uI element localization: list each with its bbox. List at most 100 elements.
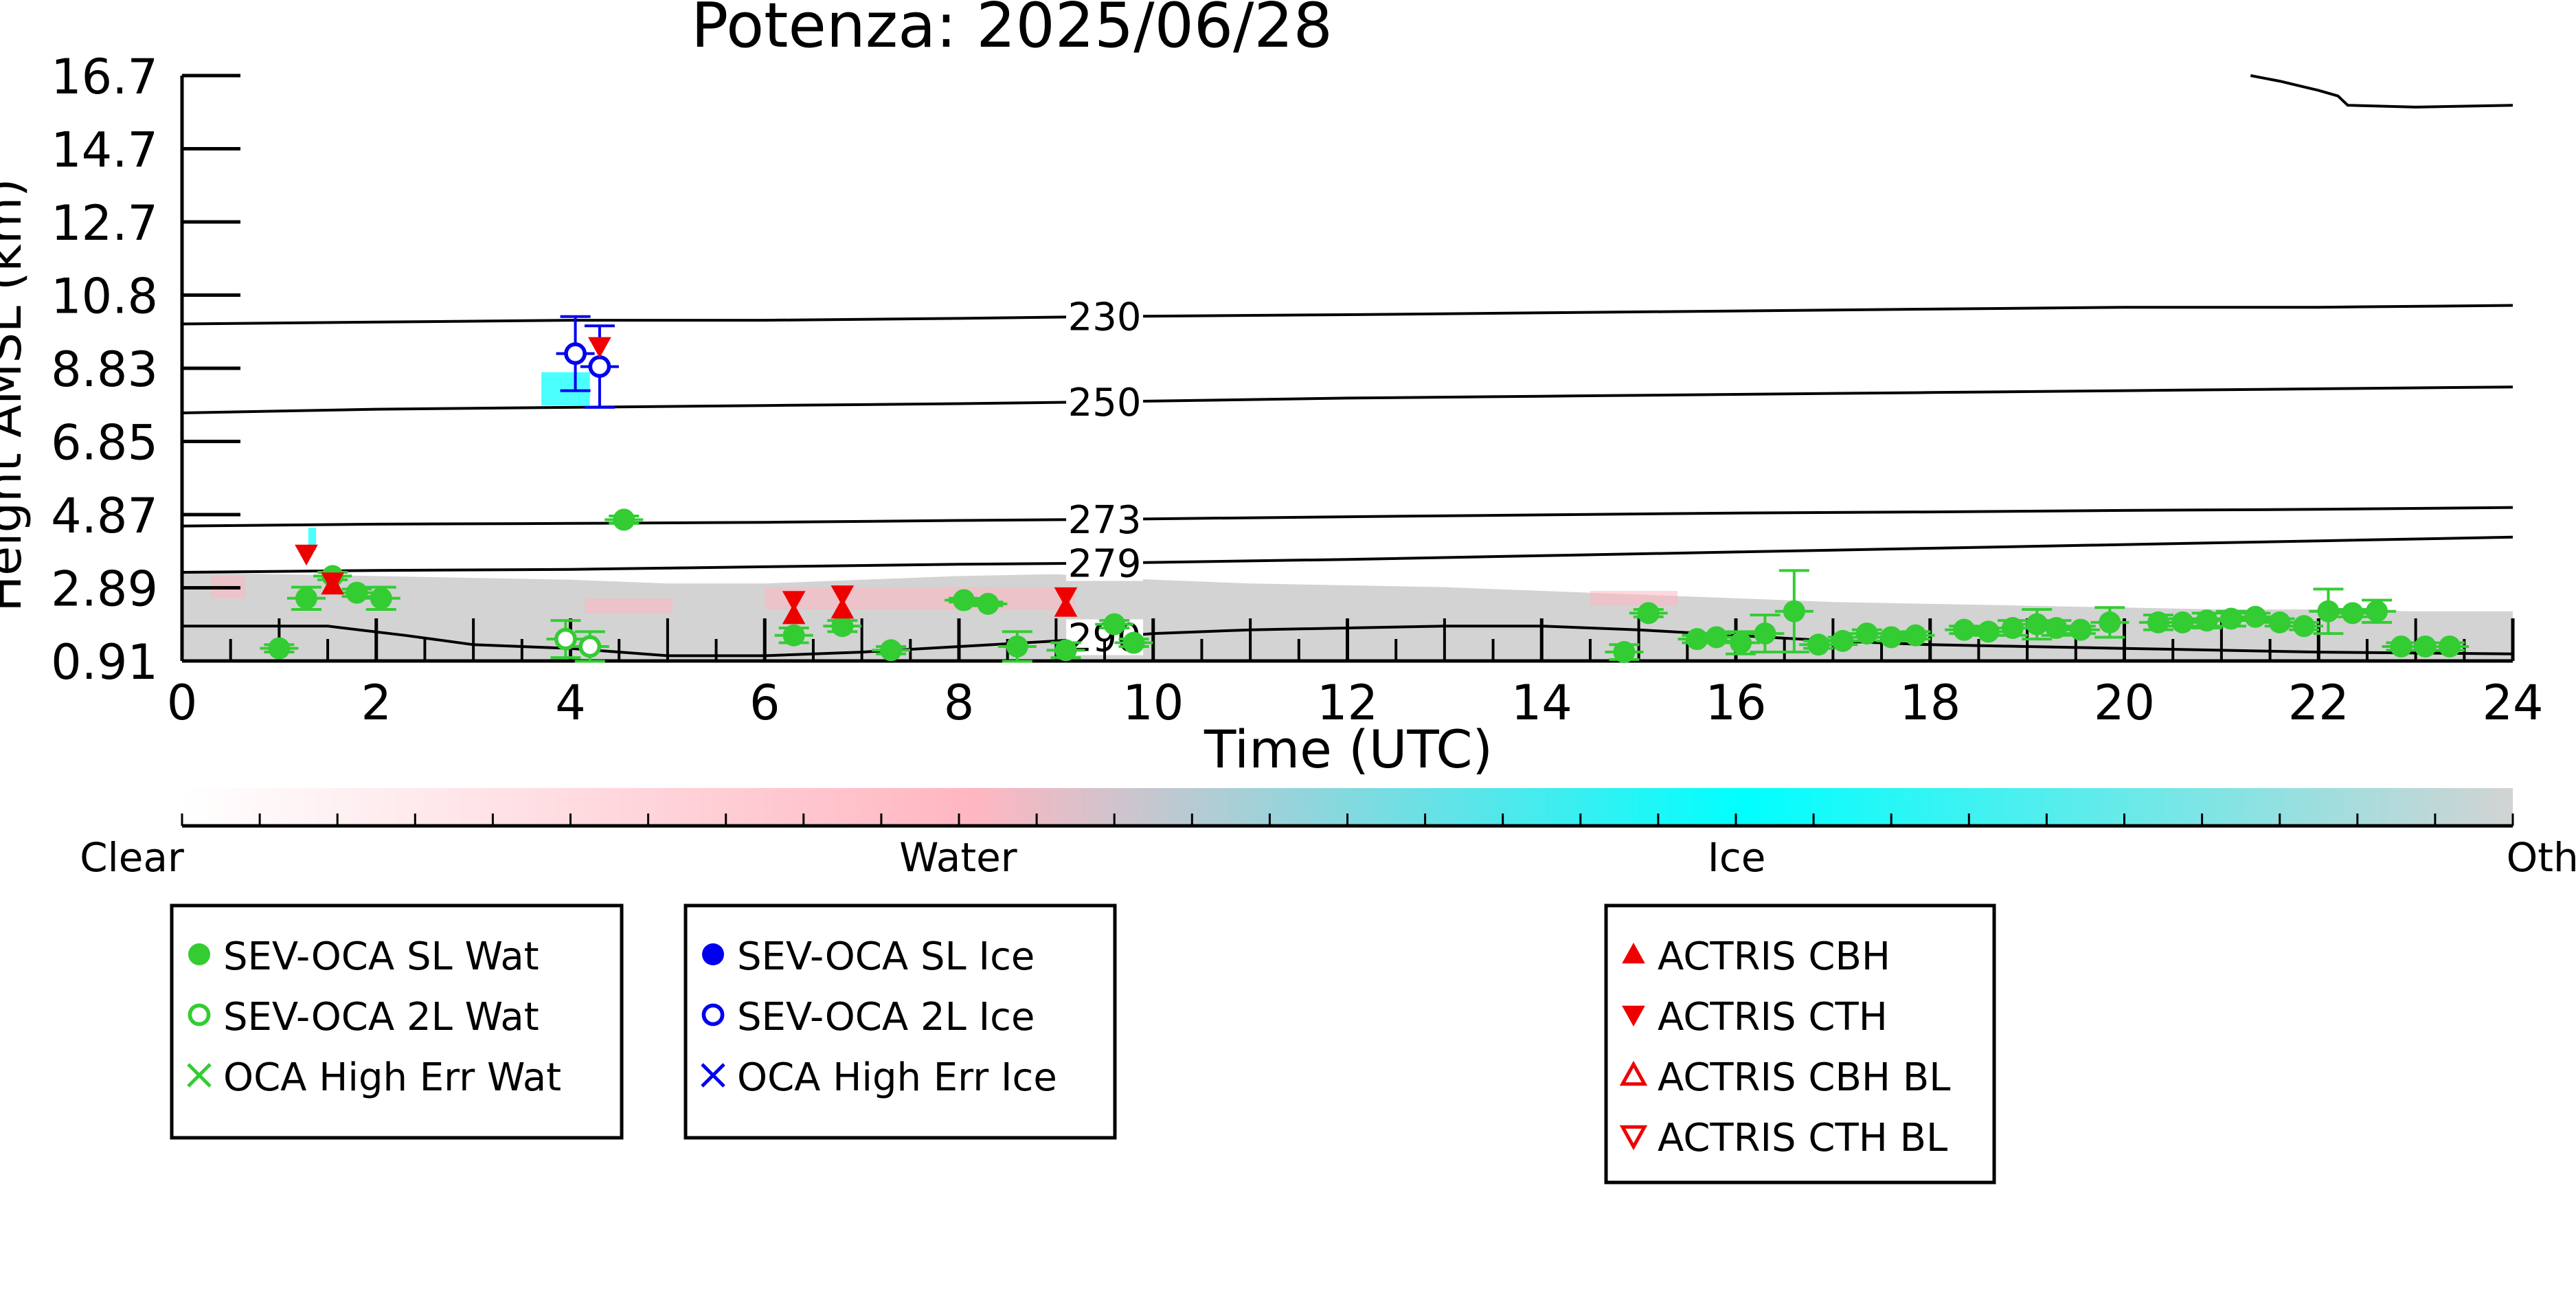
sev-oca-sl-wat-point-shape <box>1953 618 1976 641</box>
legend-box: SEV-OCA SL Ice SEV-OCA 2L Ice OCA High Err… <box>683 903 1117 1140</box>
legend-marker-shape <box>1622 942 1645 964</box>
sev-oca-sl-wat-point <box>1122 631 1145 654</box>
sev-oca-sl-wat-point <box>2317 600 2340 622</box>
sev-oca-sl-wat-point-shape <box>2366 600 2388 622</box>
sev-oca-sl-wat-point <box>1613 641 1636 664</box>
sev-oca-sl-wat-point-shape <box>2045 616 2068 639</box>
legend-label: OCA High Err Wat <box>223 1055 561 1100</box>
ice-cloud-region <box>308 528 317 550</box>
x-tick-label: 24 <box>2482 675 2543 731</box>
y-tick-label: 10.8 <box>51 269 158 325</box>
x-tick-label: 14 <box>1511 675 1572 731</box>
sev-oca-sl-wat-point <box>1880 626 1903 649</box>
sev-oca-sl-wat-point <box>2390 635 2413 658</box>
colorbar-label: Clear <box>80 834 184 881</box>
actris-cth-point <box>588 337 611 358</box>
legend-marker <box>188 1003 211 1026</box>
sev-oca-sl-wat-point-shape <box>831 615 854 638</box>
sev-oca-sl-wat-point-shape <box>2099 611 2121 633</box>
legend-marker-shape <box>187 1063 212 1088</box>
sev-oca-sl-wat-point <box>2244 605 2267 628</box>
sev-oca-sl-wat-point <box>1103 613 1126 636</box>
sev-oca-sl-wat-point-shape <box>1831 629 1854 652</box>
legend-marker <box>701 1063 725 1088</box>
x-tick-label: 10 <box>1122 675 1184 731</box>
sev-oca-sl-wat-point-shape <box>1730 631 1752 654</box>
sev-oca-sl-wat-point-shape <box>1122 631 1145 654</box>
sev-oca-sl-wat-point <box>2414 635 2437 658</box>
legend-label: ACTRIS CTH BL <box>1658 1116 1947 1160</box>
sev-oca-sl-wat-point <box>831 615 854 638</box>
colorbar-label: Ice <box>1708 834 1766 881</box>
legend-marker-shape <box>1619 1060 1648 1086</box>
sev-oca-sl-wat-point-shape <box>1613 641 1636 664</box>
sev-oca-sl-wat-point-shape <box>953 589 975 611</box>
legend-frame <box>170 903 624 1140</box>
legend-marker <box>188 943 210 965</box>
sev-oca-sl-wat-point-shape <box>1977 620 2000 643</box>
sev-oca-sl-wat-point <box>2045 616 2068 639</box>
ice-cloud-region <box>541 372 590 406</box>
legend-marker <box>702 943 724 965</box>
sev-oca-sl-wat-point <box>2268 611 2291 633</box>
sev-oca-sl-wat-point <box>2001 616 2024 639</box>
water-cloud-region <box>1590 591 1678 606</box>
legend-marker <box>1619 1060 1648 1086</box>
sev-oca-sl-wat-point <box>295 587 317 609</box>
sev-oca-sl-wat-point-shape <box>370 587 392 609</box>
sev-oca-sl-wat-point <box>1855 622 1878 645</box>
sev-oca-sl-wat-point-shape <box>2268 611 2291 633</box>
sev-oca-sl-wat-point-shape <box>2220 607 2243 630</box>
sev-oca-sl-wat-point-shape <box>613 508 635 531</box>
actris-cth-point-shape <box>831 585 855 607</box>
sev-oca-sl-wat-point <box>1953 618 1976 641</box>
contour-label: 250 <box>1068 381 1142 425</box>
temperature-contour-line <box>181 304 2513 326</box>
sev-oca-sl-wat-point <box>1807 633 1830 656</box>
sev-oca-sl-wat-point-shape <box>2244 605 2267 628</box>
y-tick-label: 8.83 <box>51 341 158 398</box>
sev-oca-sl-wat-point-shape <box>1807 633 1830 656</box>
actris-cth-point <box>321 572 344 594</box>
sev-oca-sl-wat-point-shape <box>268 637 291 660</box>
sev-oca-sl-wat-point <box>1637 602 1660 625</box>
y-tick-label: 12.7 <box>51 195 158 251</box>
sev-oca-sl-wat-point-shape <box>1103 613 1126 636</box>
sev-oca-sl-wat-point-shape <box>2147 611 2169 633</box>
sev-oca-sl-wat-point <box>2220 607 2243 630</box>
legend-label: ACTRIS CTH <box>1658 995 1888 1040</box>
sev-oca-sl-wat-point <box>346 581 368 604</box>
sev-oca-sl-wat-point-shape <box>1006 635 1028 658</box>
sev-oca-sl-wat-point-shape <box>1904 624 1927 647</box>
sev-oca-2l-ice-point-shape <box>588 355 611 378</box>
sev-oca-sl-wat-point <box>2026 613 2048 636</box>
actris-cth-point-shape <box>321 572 344 594</box>
legend-marker-shape <box>188 943 210 965</box>
actris-cth-point-shape <box>295 544 318 566</box>
legend-marker <box>1622 1005 1645 1027</box>
sev-oca-sl-wat-point <box>1831 629 1854 652</box>
contour-label-bg <box>1066 383 1144 420</box>
contour-label-bg <box>1066 298 1144 335</box>
sev-oca-sl-wat-point <box>1783 600 1805 622</box>
y-tick-label: 2.89 <box>51 561 158 618</box>
sev-oca-sl-wat-point <box>370 587 392 609</box>
contour-label-bg <box>1066 501 1144 537</box>
sev-oca-sl-wat-point <box>1006 635 1028 658</box>
sev-oca-sl-wat-point <box>2147 611 2169 633</box>
sev-oca-2l-ice-point <box>588 355 611 378</box>
sev-oca-2l-wat-point-shape <box>554 627 577 651</box>
sev-oca-sl-wat-point <box>1054 639 1077 662</box>
contour-label: 230 <box>1068 295 1142 340</box>
actris-cth-point <box>831 585 855 607</box>
sev-oca-2l-ice-point <box>564 342 587 366</box>
colorbar-label: Other <box>2507 834 2576 881</box>
sev-oca-sl-wat-point <box>1730 631 1752 654</box>
sev-oca-sl-wat-point <box>2293 615 2316 638</box>
x-tick-label: 22 <box>2288 675 2349 731</box>
sev-oca-sl-wat-point-shape <box>1855 622 1878 645</box>
y-tick-label: 4.87 <box>51 488 158 544</box>
sev-oca-sl-wat-point-shape <box>295 587 317 609</box>
